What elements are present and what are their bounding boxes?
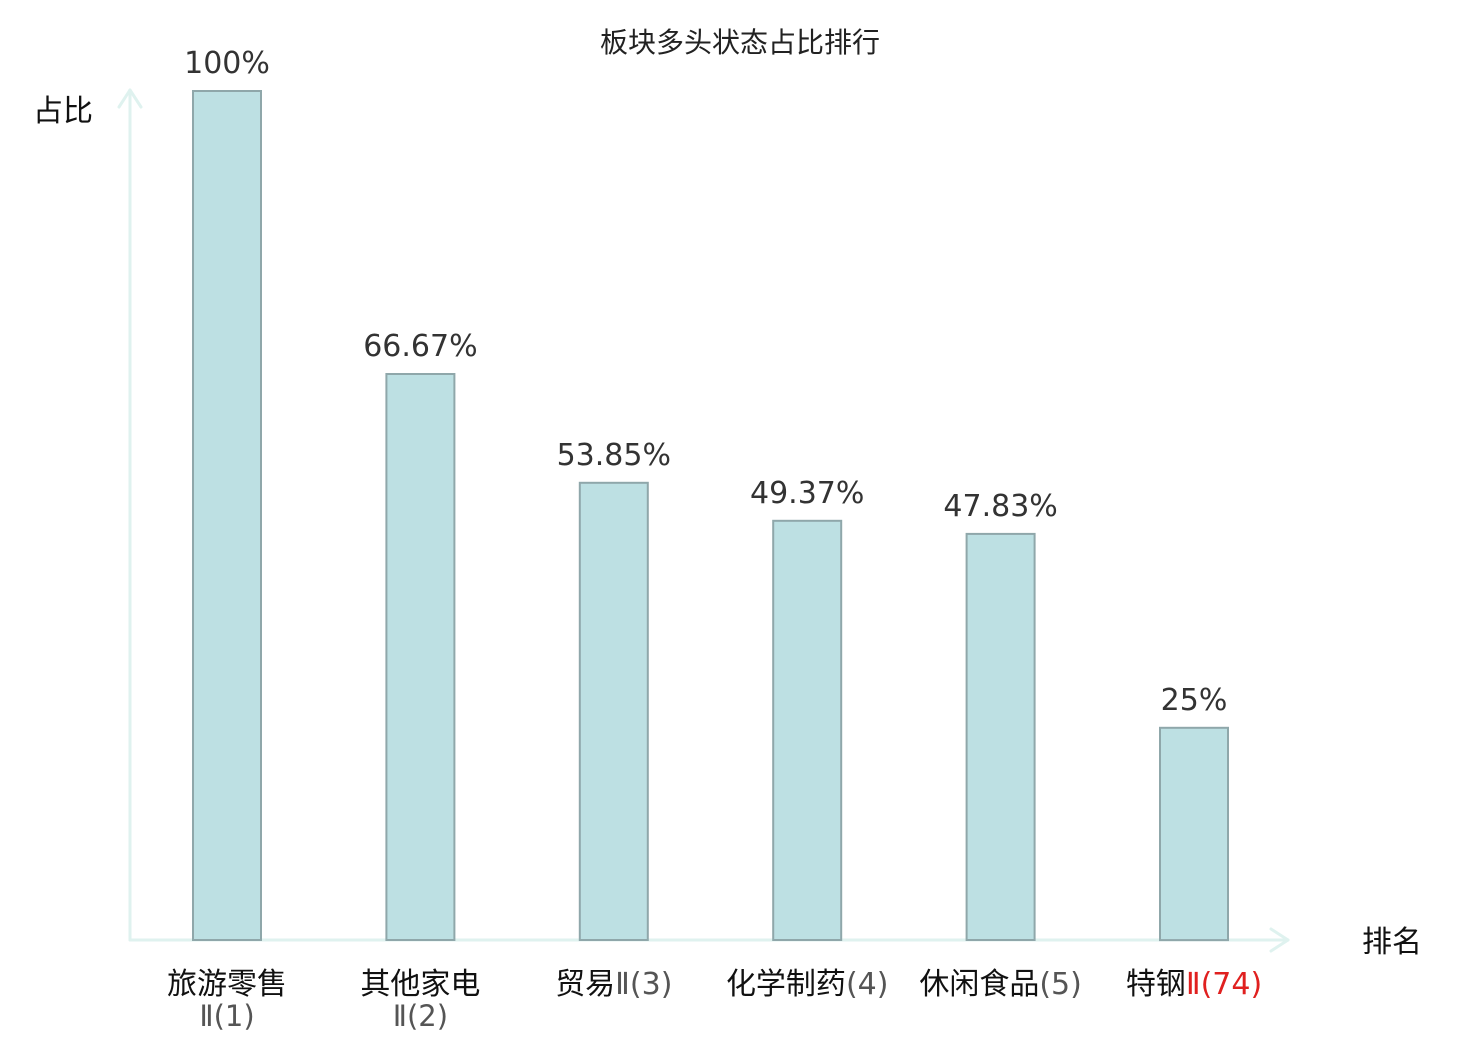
category-rank-6: Ⅱ(74) (1186, 967, 1262, 1002)
bar-6 (1159, 726, 1229, 942)
value-label-2: 66.67% (363, 329, 477, 364)
category-rank-4: (4) (846, 967, 889, 1002)
x-axis: 排名 (128, 925, 1422, 960)
y-axis: 占比 (33, 88, 143, 942)
category-label-5: 休闲食品(5) (919, 967, 1082, 1002)
value-labels: 100% 66.67% 53.85% 49.37% 47.83% 25% (184, 46, 1227, 718)
value-label-6: 25% (1161, 683, 1228, 718)
x-axis-label: 排名 (1362, 925, 1422, 960)
bar-2 (385, 373, 456, 941)
category-name-3: 贸易 (555, 967, 615, 1002)
category-label-1: 旅游零售 (167, 967, 287, 1002)
category-label-4: 化学制药(4) (726, 967, 889, 1002)
value-label-3: 53.85% (557, 438, 671, 473)
category-name-6: 特钢 (1126, 967, 1186, 1002)
category-label-3: 贸易Ⅱ(3) (555, 967, 672, 1002)
bar-5 (965, 532, 1036, 942)
x-axis-arrow-icon (1269, 927, 1290, 953)
y-axis-label: 占比 (33, 94, 93, 129)
value-label-1: 100% (184, 46, 270, 81)
bar-series (192, 90, 1229, 942)
value-label-5: 47.83% (943, 489, 1057, 524)
bar-3 (578, 481, 649, 941)
category-label-6: 特钢Ⅱ(74) (1126, 967, 1262, 1002)
value-label-4: 49.37% (750, 476, 864, 511)
bar-1 (192, 90, 262, 941)
category-name-4: 化学制药 (726, 967, 846, 1002)
category-rank-5: (5) (1039, 967, 1082, 1002)
bar-4 (772, 519, 843, 941)
chart-title: 板块多头状态占比排行 (600, 26, 880, 59)
category-rank-1: Ⅱ(1) (199, 999, 254, 1033)
y-axis-arrow-icon (117, 88, 143, 109)
category-rank-3: Ⅱ(3) (615, 967, 672, 1002)
category-rank-2: Ⅱ(2) (393, 999, 448, 1033)
category-name-5: 休闲食品 (919, 967, 1039, 1002)
category-label-2: 其他家电 (360, 967, 480, 1002)
